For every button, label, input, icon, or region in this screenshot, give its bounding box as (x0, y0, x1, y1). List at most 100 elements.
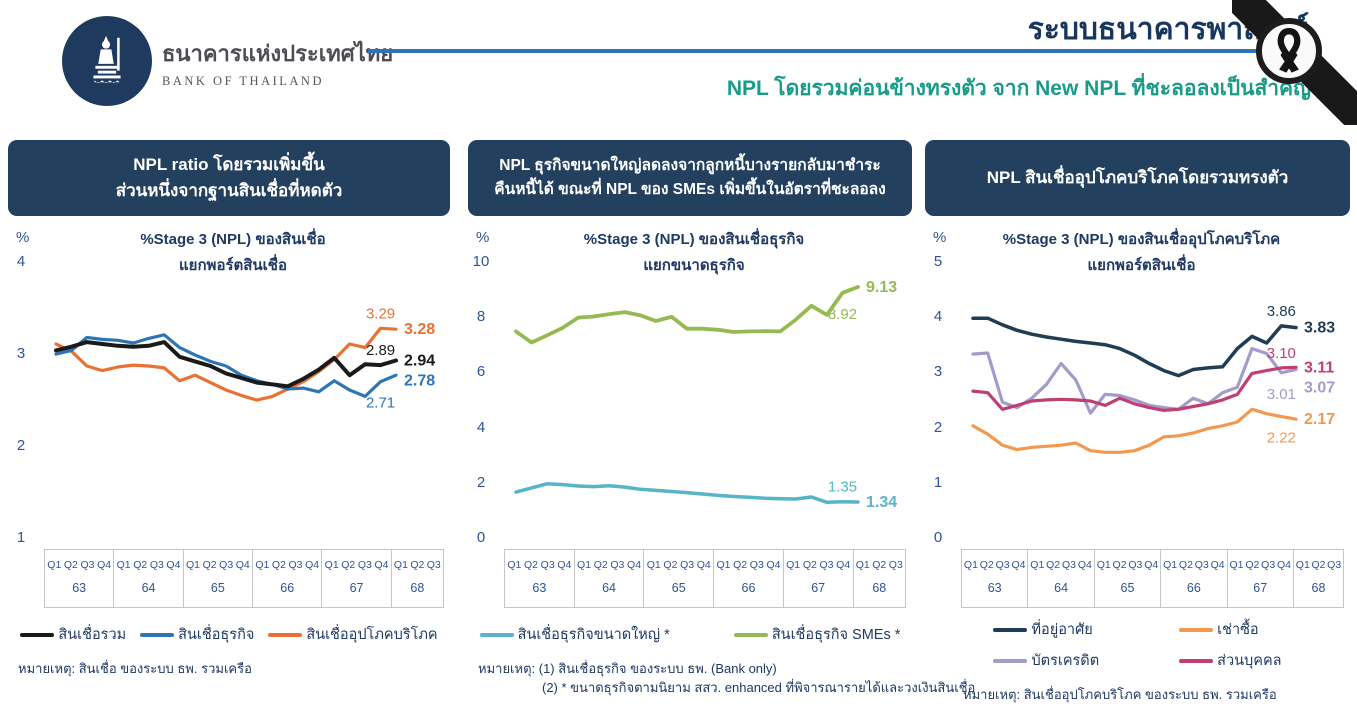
y-axis: 5 4 3 2 1 0 (925, 225, 951, 547)
x-axis-quarter-label: Q3 (288, 559, 303, 571)
x-axis-year-cell: Q1 Q2 Q3 Q4 67 (784, 550, 854, 607)
x-axis-quarter-label: Q4 (1077, 559, 1092, 571)
data-point-label: 2.71 (366, 395, 395, 412)
panel-headline: NPL ธุรกิจขนาดใหญ่ลดลงจากลูกหนี้บางรายกล… (468, 140, 912, 216)
legend-label: สินเชื่อรวม (58, 627, 127, 643)
x-axis-quarter-label: Q2 (663, 559, 678, 571)
chart-legend: สินเชื่อธุรกิจขนาดใหญ่ * สินเชื่อธุรกิจ S… (468, 623, 912, 646)
x-axis-quarter-label: Q1 (324, 559, 339, 571)
x-axis-quarter-label: Q2 (202, 559, 217, 571)
x-axis-quarter-label: Q4 (696, 559, 711, 571)
x-axis-quarter-label: Q1 (716, 559, 731, 571)
x-axis-year-cell: Q1 Q2 Q3 Q4 67 (1228, 550, 1294, 607)
x-axis-quarter-label: Q3 (219, 559, 234, 571)
x-axis-quarter-label: Q3 (995, 559, 1010, 571)
headline-line: NPL ธุรกิจขนาดใหญ่ลดลงจากลูกหนี้บางรายกล… (499, 156, 881, 174)
y-tick-label: 1 (933, 473, 943, 491)
x-axis-year-cell: Q1 Q2 Q3 Q4 66 (1161, 550, 1228, 607)
y-tick-label: 10 (472, 253, 490, 270)
x-axis-quarter-label: Q1 (1229, 559, 1244, 571)
chart-legend: สินเชื่อรวม สินเชื่อธุรกิจ สินเชื่ออุปโภคบ… (8, 623, 450, 646)
x-axis-quarter-label: Q3 (426, 559, 441, 571)
x-axis-year-cell: Q1 Q2 Q3 Q4 63 (962, 550, 1029, 607)
x-axis-quarter-label: Q2 (133, 559, 148, 571)
x-axis-quarter-table: Q1 Q2 Q3 Q4 63 Q1 Q2 Q3 Q4 64 Q1 Q2 Q3 Q4 65 Q1 Q2 Q3 Q4 66… (961, 549, 1344, 608)
legend-line-swatch (993, 627, 1028, 632)
x-axis-year-cell: Q1 Q2 Q3 Q4 65 (184, 550, 254, 607)
x-axis-year-cell: Q1 Q2 Q3 Q4 63 (505, 550, 575, 607)
headline-line: NPL สินเชื่ออุปโภคบริโภคโดยรวมทรงตัว (986, 167, 1289, 187)
legend-label: บัตรเครดิต (1031, 653, 1100, 669)
y-tick-label: 1 (16, 529, 26, 546)
x-axis-quarter-label: Q2 (524, 559, 539, 571)
panel-headline: NPL สินเชื่ออุปโภคบริโภคโดยรวมทรงตัว (925, 140, 1350, 216)
x-axis-quarter-label: Q1 (1030, 559, 1045, 571)
legend-item: บัตรเครดิต (993, 649, 1099, 672)
panel-npl-ratio-overview: NPL ratio โดยรวมเพิ่มขึ้น ส่วนหนึ่งจากฐา… (8, 140, 450, 679)
legend-item: เช่าซื้อ (1179, 618, 1281, 641)
legend-item: สินเชื่อธุรกิจขนาดใหญ่ * (479, 623, 670, 646)
y-tick-label: 4 (933, 308, 943, 326)
series-line (514, 482, 860, 505)
x-axis-quarter-label: Q4 (97, 559, 112, 571)
black-ribbon-icon (1277, 28, 1301, 73)
legend-item: ที่อยู่อาศัย (993, 618, 1099, 641)
chart-title: %Stage 3 (NPL) ของสินเชื่อ แยกพอร์ตสินเช… (140, 231, 326, 275)
y-tick-label: 4 (16, 253, 26, 270)
line-chart-total-loans: % 4 3 2 1 3.29 2.89 2.71 3.28 2.94 2.78 %Stage 3… (8, 225, 450, 547)
x-axis-quarter-label: Q4 (627, 559, 642, 571)
x-axis-quarter-label: Q4 (374, 559, 389, 571)
x-axis-quarter-label: Q2 (1046, 559, 1061, 571)
footnote-line: หมายเหตุ: สินเชื่อ ของระบบ ธพ. รวมเครือ (18, 661, 252, 676)
y-axis: 4 3 2 1 (8, 225, 34, 547)
x-axis-year-cell: Q1 Q2 Q3 Q4 67 (322, 550, 392, 607)
x-axis-quarter-label: Q3 (540, 559, 555, 571)
y-tick-label: 3 (16, 345, 26, 362)
ribbon-circle (1256, 18, 1322, 84)
x-axis-quarter-table: Q1 Q2 Q3 Q4 63 Q1 Q2 Q3 Q4 64 Q1 Q2 Q3 Q4 65 Q1 Q2 Q3 Q4 66… (504, 549, 906, 608)
x-axis-quarter-label: Q2 (1178, 559, 1193, 571)
data-point-label: 9.13 (866, 279, 897, 296)
x-axis-quarter-label: Q4 (1210, 559, 1225, 571)
data-point-label: 2.17 (1304, 411, 1335, 428)
headline-line: NPL ratio โดยรวมเพิ่มขึ้น (133, 154, 325, 174)
footnote-line: (2) * ขนาดธุรกิจตามนิยาม สสว. enhanced ท… (542, 679, 976, 695)
x-axis-year-label: 67 (349, 581, 364, 595)
y-tick-label: 6 (476, 363, 486, 381)
x-axis-year-label: 63 (532, 581, 547, 595)
x-axis-quarter-label: Q2 (1112, 559, 1127, 571)
line-chart-business-loans: % 10 8 6 4 2 0 8.92 1.35 9.13 1.34 %Stage 3 (NPL… (468, 225, 912, 547)
x-axis-quarter-label: Q3 (80, 559, 95, 571)
logo-wordmark: ธนาคารแห่งประเทศไทย BANK OF THAILAND (162, 36, 393, 89)
y-tick-label: 3 (933, 363, 943, 381)
x-axis-year-cell: Q1 Q2 Q3 Q4 64 (1028, 550, 1095, 607)
x-axis-year-label: 68 (872, 581, 887, 595)
x-axis-quarter-label: Q3 (149, 559, 164, 571)
x-axis-quarter-label: Q4 (235, 559, 250, 571)
x-axis-quarter-label: Q2 (341, 559, 356, 571)
x-axis-year-cell: Q1 Q2 Q3 Q4 64 (575, 550, 645, 607)
x-axis-year-label: 65 (1120, 581, 1135, 595)
y-tick-label: 2 (476, 473, 486, 491)
x-axis-year-cell: Q1 Q2 Q3 Q4 65 (644, 550, 715, 607)
x-axis-quarter-label: Q3 (1128, 559, 1143, 571)
y-tick-label: 2 (933, 418, 943, 436)
data-point-label: 3.11 (1304, 359, 1334, 376)
chart-title: %Stage 3 (NPL) ของสินเชื่ออุปโภคบริโภค แ… (1002, 231, 1281, 275)
x-axis-year-label: 64 (1054, 581, 1069, 595)
bank-of-thailand-logo (62, 16, 152, 106)
y-tick-label: 5 (933, 253, 943, 270)
footnote: หมายเหตุ: สินเชื่ออุปโภคบริโภค ของระบบ ธ… (963, 686, 1350, 705)
footnote: หมายเหตุ: สินเชื่อ ของระบบ ธพ. รวมเครือ (18, 660, 450, 679)
x-axis-quarter-label: Q1 (507, 559, 522, 571)
y-tick-label: 0 (476, 529, 486, 546)
data-point-label: 3.07 (1304, 379, 1335, 396)
legend-label: สินเชื่ออุปโภคบริโภค (306, 627, 438, 643)
legend-label: สินเชื่อธุรกิจ (178, 627, 255, 643)
series-line (971, 316, 1298, 378)
legend-line-swatch (479, 632, 514, 637)
bot-emblem-icon (93, 35, 121, 84)
data-point-label: 1.35 (828, 479, 857, 496)
data-point-label: 3.83 (1304, 320, 1335, 337)
x-axis-quarter-table: Q1 Q2 Q3 Q4 63 Q1 Q2 Q3 Q4 64 Q1 Q2 Q3 Q4 65 Q1 Q2 Q3 Q4 66… (44, 549, 444, 608)
